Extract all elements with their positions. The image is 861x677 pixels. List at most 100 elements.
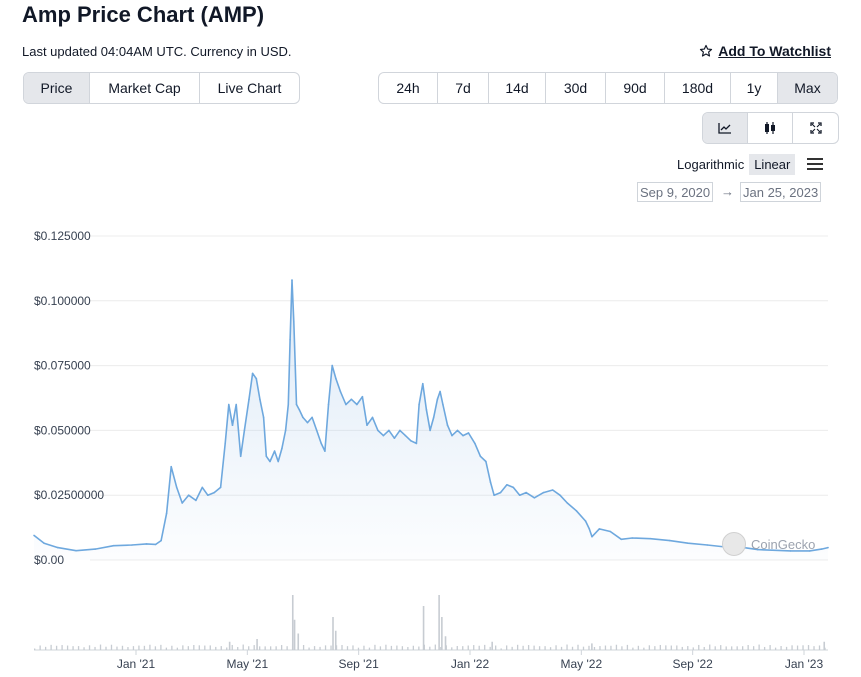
price-point [187,494,190,497]
volume-bar [591,643,593,650]
volume-bar [720,645,722,650]
x-tick-label: May '22 [561,657,603,671]
price-point [493,494,495,497]
volume-bar [275,646,277,650]
volume-bar [226,647,228,650]
menu-icon[interactable] [806,157,824,171]
volume-bar [599,646,601,650]
volume-bar [456,646,458,650]
volume-bar [352,645,354,650]
x-tick-label: Sep '22 [673,657,714,671]
price-point [361,395,364,398]
tab-market-cap[interactable]: Market Cap [90,73,200,103]
volume-bar [368,647,371,650]
price-point [94,548,97,550]
volume-bar [604,645,607,650]
y-tick-label: $0.02500000 [34,488,104,502]
price-point [228,403,230,406]
price-point [43,542,45,544]
volume-bar [94,646,96,650]
volume-bar [467,645,469,650]
star-icon [700,44,713,57]
logarithmic-option[interactable]: Logarithmic [677,157,745,172]
price-point [154,543,157,546]
watermark-text: CoinGecko [751,536,816,552]
range-7d[interactable]: 7d [438,73,489,103]
range-1y[interactable]: 1y [731,73,778,103]
price-point [789,550,792,552]
volume-bar [676,645,678,650]
tab-price[interactable]: Price [24,73,90,103]
volume-bar [593,647,596,650]
price-point [145,543,148,545]
price-point [131,544,133,546]
price-point [584,520,587,522]
date-to-input[interactable]: Jan 25, 2023 [740,182,822,202]
volume-bar [280,645,283,650]
volume-bar [484,644,486,650]
price-point [439,390,441,393]
price-point [265,455,268,458]
volume-bar [401,646,404,650]
price-point [575,510,578,512]
volume-bar [796,645,799,650]
price-point [512,486,515,489]
price-point [456,429,459,432]
range-90d[interactable]: 90d [606,73,665,103]
price-point [181,502,183,504]
range-30d[interactable]: 30d [546,73,606,103]
volume-bar [291,595,294,650]
volume-bar [785,646,788,650]
price-point [525,491,527,494]
volume-bar [736,646,738,650]
price-point [335,377,337,380]
price-point [756,548,759,551]
price-point [808,550,811,552]
volume-bar [39,645,41,650]
candlestick-button[interactable] [748,113,793,143]
range-14d[interactable]: 14d [489,73,546,103]
price-point [289,338,291,341]
x-tick-label: Jan '23 [785,657,824,671]
price-point [771,549,773,551]
range-max[interactable]: Max [778,73,837,103]
volume-bar [774,647,777,650]
y-tick-label: $0.125000 [34,229,91,243]
add-to-watchlist-button[interactable]: Add To Watchlist [699,43,831,59]
volume-bar [438,595,440,650]
volume-bar [259,646,261,650]
volume-bar [725,646,727,650]
linear-option[interactable]: Linear [749,154,796,175]
volume-bar [555,645,557,650]
line-chart-button[interactable] [703,113,748,143]
price-point [273,450,276,452]
volume-bar [434,644,436,650]
price-point [235,403,237,406]
volume-bar [302,645,305,650]
date-from-input[interactable]: Sep 9, 2020 [637,182,714,202]
price-point [827,546,829,549]
price-point [649,537,652,540]
price-point [382,434,385,437]
price-point [499,491,502,494]
price-point [518,494,521,497]
price-point [620,538,623,541]
price-point [33,534,35,537]
price-point [284,429,287,432]
range-24h[interactable]: 24h [379,73,438,103]
range-180d[interactable]: 180d [665,73,731,103]
volume-bar [121,645,124,650]
volume-bar [297,633,300,650]
price-point [371,416,374,419]
price-point [277,460,280,463]
price-point [213,491,215,494]
price-point [219,486,222,489]
tab-live-chart[interactable]: Live Chart [217,80,282,96]
price-point [160,539,162,542]
volume-bar [582,646,585,650]
fullscreen-button[interactable] [793,113,838,143]
price-point [436,398,439,401]
price-point [399,429,401,432]
price-point [609,530,612,533]
volume-bar [478,645,480,650]
